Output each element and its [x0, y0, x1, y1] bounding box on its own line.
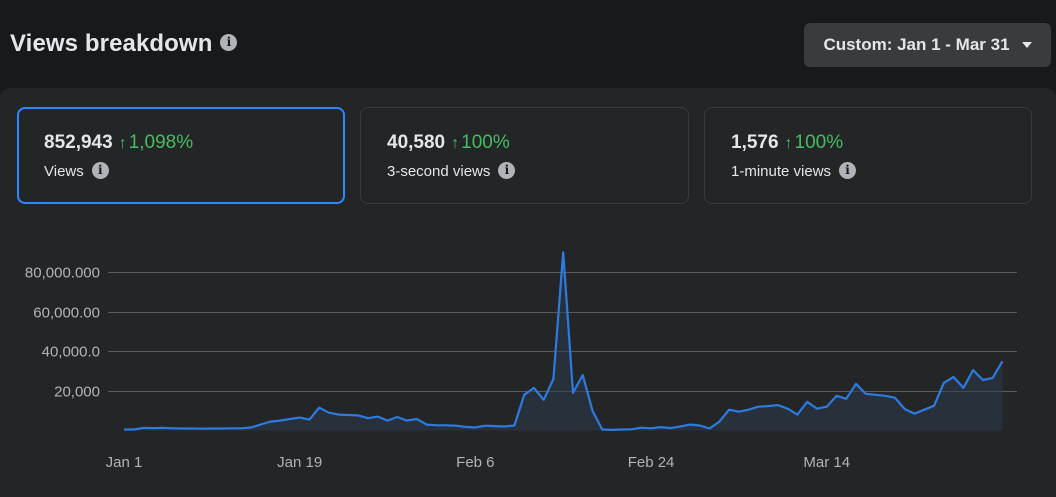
x-tick-label: Mar 14 [803, 454, 850, 471]
metric-change: ↑ 1,098% [119, 132, 193, 153]
info-icon[interactable]: i [839, 161, 857, 179]
date-range-dropdown[interactable]: Custom: Jan 1 - Mar 31 [804, 23, 1051, 67]
metric-number: 1,576 [731, 132, 779, 153]
x-tick-label: Jan 19 [277, 454, 322, 471]
metric-change: ↑ 100% [785, 132, 844, 153]
metric-change: ↑ 100% [451, 132, 510, 153]
metric-change-value: 100% [461, 132, 510, 153]
metric-label: Views i [44, 161, 109, 181]
metric-number: 40,580 [387, 132, 446, 153]
page-title: Views breakdown i [10, 30, 238, 58]
metric-change-value: 1,098% [128, 132, 194, 153]
metric-change-value: 100% [794, 132, 844, 153]
metric-card-1-minute-views[interactable]: 1,576 ↑ 100% 1-minute views i [704, 107, 1032, 204]
arrow-up-icon: ↑ [784, 135, 793, 152]
metric-label-text: 1-minute views [731, 163, 832, 180]
metric-value: 40,580 ↑ 100% [387, 132, 510, 154]
metric-card-3-second-views[interactable]: 40,580 ↑ 100% 3-second views i [360, 107, 689, 204]
arrow-up-icon: ↑ [451, 135, 460, 152]
info-icon[interactable]: i [220, 34, 238, 52]
y-tick-label: 20,000 [54, 384, 100, 401]
metric-value: 1,576 ↑ 100% [731, 132, 843, 154]
y-tick-label: 80,000.000 [25, 265, 100, 282]
info-icon[interactable]: i [498, 161, 516, 179]
metric-label-text: Views [44, 163, 84, 180]
header: Views breakdown i Custom: Jan 1 - Mar 31 [0, 0, 1056, 88]
arrow-up-icon: ↑ [118, 135, 127, 152]
metric-label: 3-second views i [387, 161, 516, 181]
metric-card-views[interactable]: 852,943 ↑ 1,098% Views i [17, 107, 345, 204]
x-tick-label: Feb 6 [456, 454, 494, 471]
x-tick-label: Feb 24 [628, 454, 675, 471]
y-tick-label: 40,000.0 [42, 344, 100, 361]
info-icon[interactable]: i [91, 161, 109, 179]
metric-number: 852,943 [44, 132, 113, 153]
date-range-label: Custom: Jan 1 - Mar 31 [823, 35, 1010, 54]
metric-label-text: 3-second views [387, 163, 491, 180]
x-tick-label: Jan 1 [106, 454, 143, 471]
metric-value: 852,943 ↑ 1,098% [44, 132, 193, 154]
page-title-text: Views breakdown [10, 30, 213, 57]
series-area [124, 252, 1003, 431]
metric-label: 1-minute views i [731, 161, 857, 181]
caret-down-icon [1021, 42, 1032, 48]
y-tick-label: 60,000.00 [33, 305, 100, 322]
